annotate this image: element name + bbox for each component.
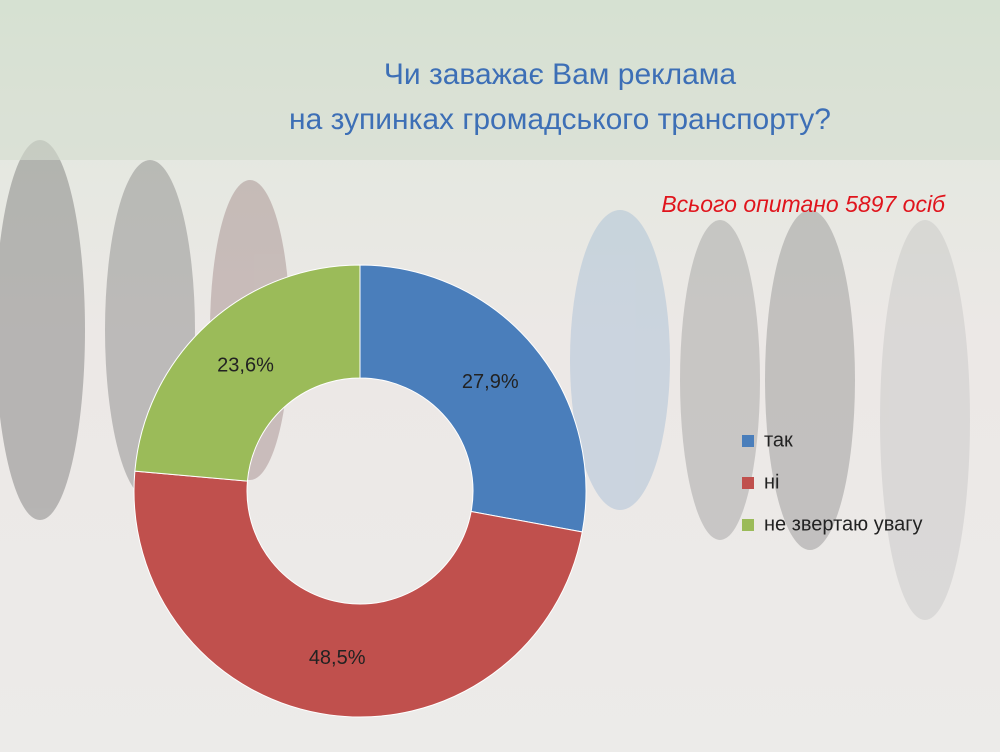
legend-swatch	[742, 519, 754, 531]
data-label: 27,9%	[462, 371, 519, 393]
photo-shapes	[0, 0, 1000, 620]
chart-title: Чи заважає Вам реклама	[384, 58, 737, 91]
slice	[133, 470, 583, 718]
legend-label: не звертаю увагу	[764, 513, 923, 535]
slice	[359, 264, 587, 533]
legend-swatch	[742, 477, 754, 489]
annotation: Всього опитано 5897 осіб	[661, 191, 946, 217]
data-label: 23,6%	[217, 354, 274, 376]
data-label: 48,5%	[309, 647, 366, 669]
legend-label: ні	[764, 471, 780, 493]
chart-title: на зупинках громадського транспорту?	[289, 103, 831, 136]
legend-swatch	[742, 435, 754, 447]
slice	[134, 264, 361, 482]
legend-label: так	[764, 429, 793, 451]
